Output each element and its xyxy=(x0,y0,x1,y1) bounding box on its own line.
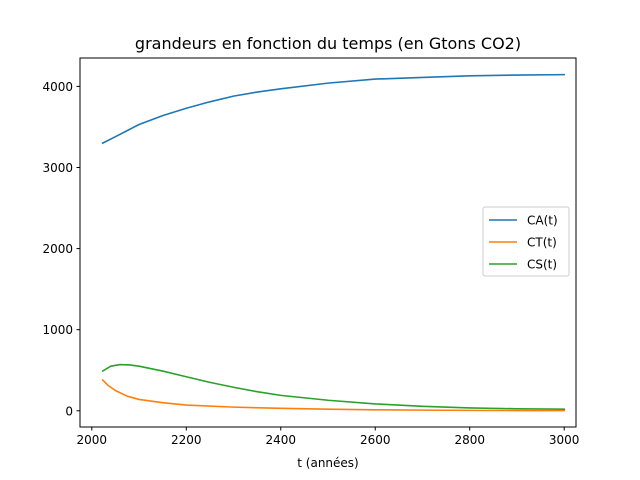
y-tick-label: 0 xyxy=(65,404,73,418)
y-tick-label: 4000 xyxy=(42,80,73,94)
y-tick-label: 3000 xyxy=(42,161,73,175)
legend-label: CT(t) xyxy=(527,236,557,250)
x-tick-label: 2800 xyxy=(454,433,485,447)
series-line-ctt xyxy=(101,378,565,412)
plot-area xyxy=(101,73,565,412)
x-axis-label: t (années) xyxy=(297,456,358,470)
axes-frame xyxy=(79,57,577,428)
x-tick-label: 2000 xyxy=(77,433,108,447)
x-tick-label: 3000 xyxy=(549,433,580,447)
x-tick-label: 2600 xyxy=(360,433,391,447)
axis-ticks: 2000 2200 2400 2600 2800 3000 0 1000 2000 3000 400… xyxy=(42,80,579,447)
legend: CA(t) CT(t) CS(t) xyxy=(482,206,570,277)
y-tick-label: 2000 xyxy=(42,242,73,256)
series-line-cst xyxy=(101,363,565,410)
y-tick-label: 1000 xyxy=(42,323,73,337)
legend-label: CS(t) xyxy=(527,258,557,272)
legend-box xyxy=(482,206,570,277)
legend-label: CA(t) xyxy=(527,214,558,228)
x-tick-label: 2200 xyxy=(171,433,202,447)
series-line-cat xyxy=(101,73,565,145)
x-tick-label: 2400 xyxy=(265,433,296,447)
chart-title: grandeurs en fonction du temps (en Gtons… xyxy=(135,34,521,53)
